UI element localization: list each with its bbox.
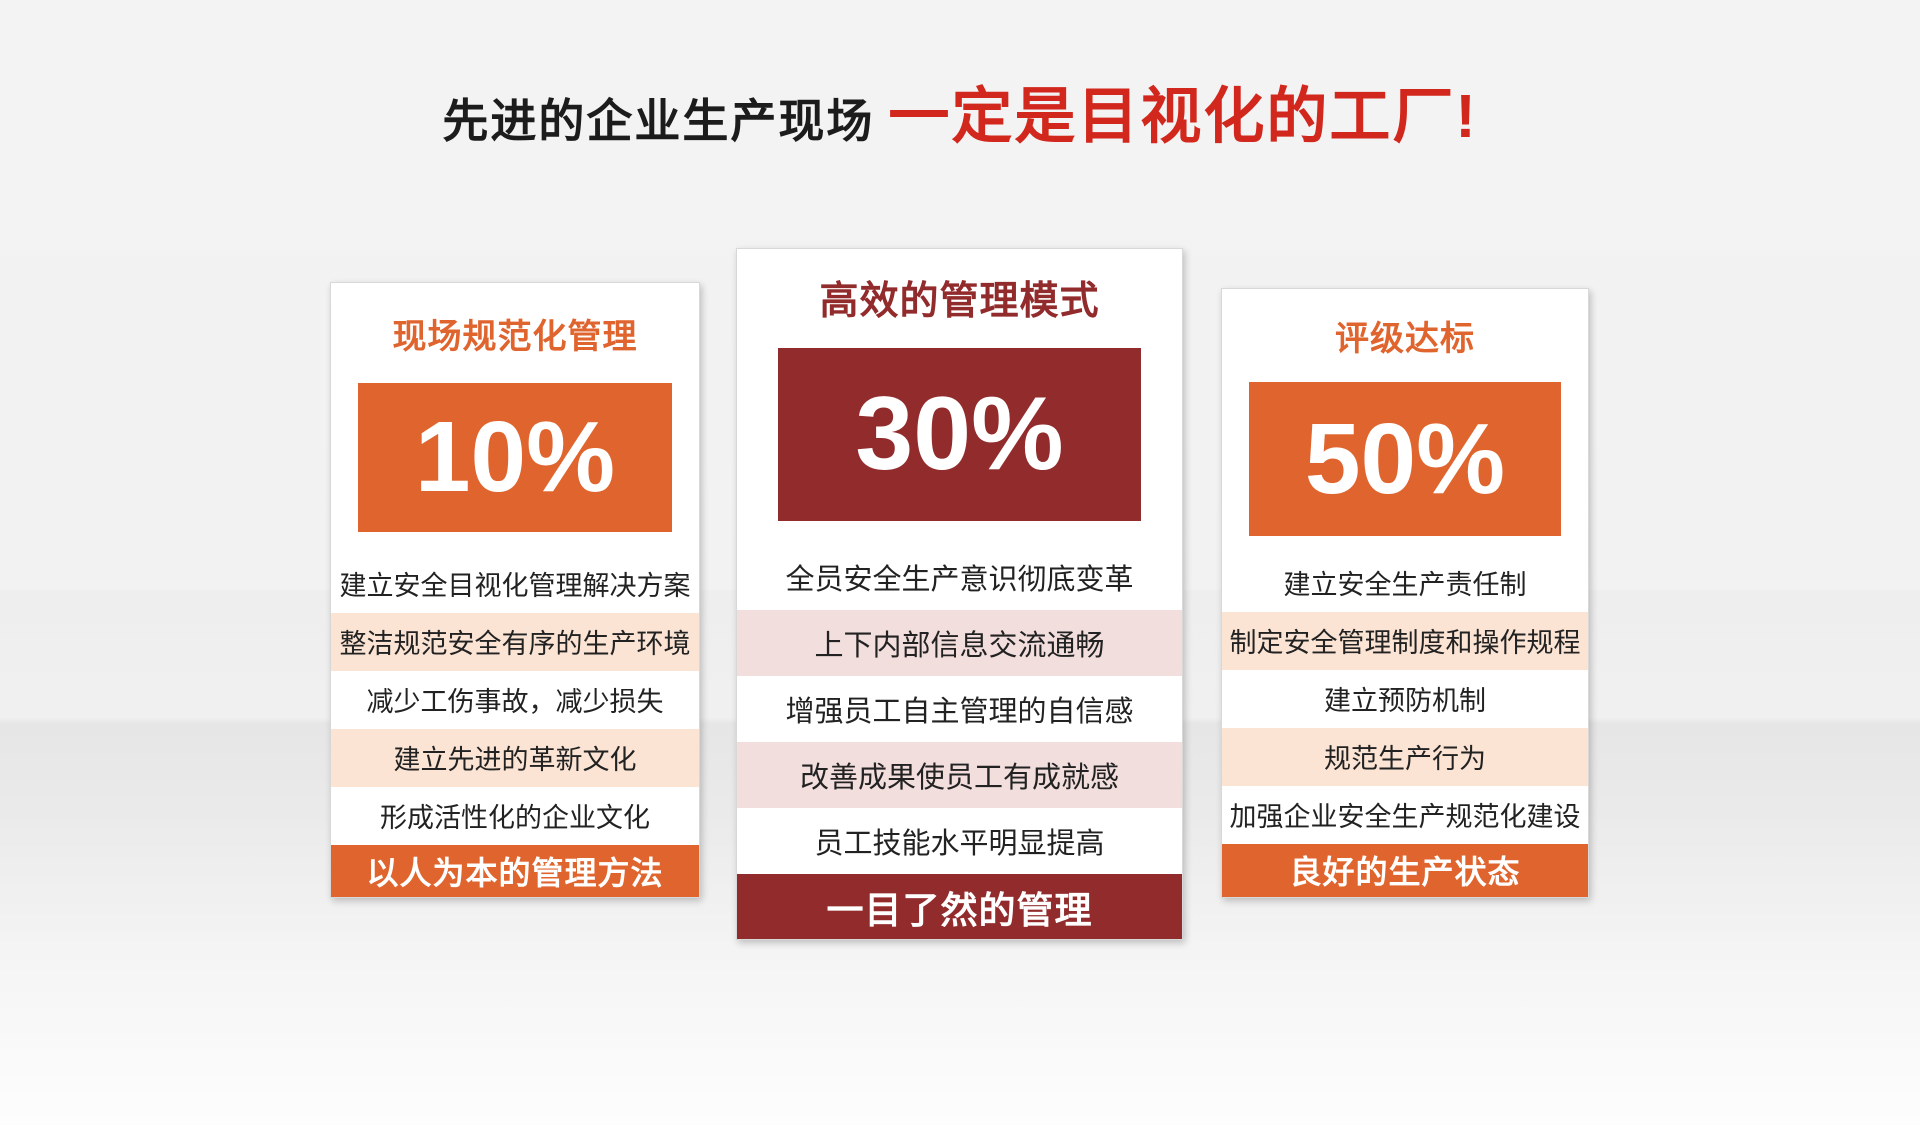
- list-item: 建立安全生产责任制: [1283, 570, 1527, 601]
- card-rating-compliance: 评级达标 50% 建立安全生产责任制 制定安全管理制度和操作规程 建立预防机制 …: [1221, 288, 1589, 898]
- list-item: 增强员工自主管理的自信感: [785, 696, 1134, 729]
- list-item: 改善成果使员工有成就感: [737, 742, 1182, 809]
- card-item-list: 建立安全目视化管理解决方案 整洁规范安全有序的生产环境 减少工伤事故，减少损失 …: [331, 555, 699, 845]
- list-item: 员工技能水平明显提高: [814, 828, 1105, 861]
- list-item: 上下内部信息交流通畅: [737, 610, 1182, 677]
- list-item: 全员安全生产意识彻底变革: [785, 564, 1134, 597]
- card-footer: 良好的生产状态: [1222, 843, 1588, 897]
- title-black-text: 先进的企业生产现场: [442, 95, 875, 147]
- title-red-text: 一定是目视化的工厂!: [888, 82, 1478, 150]
- percent-badge: 50%: [1249, 382, 1561, 536]
- list-item: 建立安全目视化管理解决方案: [339, 571, 691, 602]
- card-item-list: 建立安全生产责任制 制定安全管理制度和操作规程 建立预防机制 规范生产行为 加强…: [1222, 554, 1588, 844]
- list-item: 制定安全管理制度和操作规程: [1222, 611, 1588, 670]
- list-item: 形成活性化的企业文化: [380, 803, 650, 834]
- percent-badge: 30%: [778, 347, 1141, 522]
- card-efficient-management-model: 高效的管理模式 30% 全员安全生产意识彻底变革 上下内部信息交流通畅 增强员工…: [736, 248, 1183, 940]
- page-title: 先进的企业生产现场 一定是目视化的工厂!: [0, 86, 1920, 147]
- percent-badge: 10%: [358, 383, 672, 532]
- list-item: 建立先进的革新文化: [331, 728, 699, 787]
- card-item-list: 全员安全生产意识彻底变革 上下内部信息交流通畅 增强员工自主管理的自信感 改善成…: [737, 544, 1182, 874]
- card-heading: 高效的管理模式: [819, 280, 1100, 324]
- list-item: 整洁规范安全有序的生产环境: [331, 612, 699, 671]
- list-item: 减少工伤事故，减少损失: [366, 687, 664, 718]
- card-site-standardized-management: 现场规范化管理 10% 建立安全目视化管理解决方案 整洁规范安全有序的生产环境 …: [330, 282, 700, 898]
- list-item: 加强企业安全生产规范化建设: [1229, 802, 1581, 833]
- card-heading: 现场规范化管理: [392, 317, 638, 356]
- list-item: 规范生产行为: [1222, 727, 1588, 786]
- card-heading: 评级达标: [1335, 320, 1475, 359]
- card-footer: 一目了然的管理: [737, 874, 1182, 939]
- card-footer: 以人为本的管理方法: [331, 844, 699, 897]
- list-item: 建立预防机制: [1324, 686, 1486, 717]
